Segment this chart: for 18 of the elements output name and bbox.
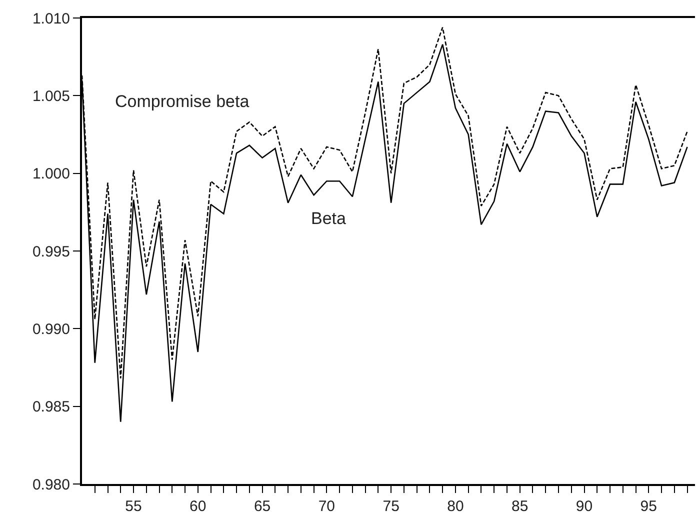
x-tick-label: 80: [447, 498, 464, 515]
x-tick-label: 75: [382, 498, 400, 515]
y-tick-label: 1.005: [32, 88, 70, 105]
series-label: Compromise beta: [115, 92, 250, 111]
x-tick-label: 55: [125, 498, 142, 515]
x-tick-label: 85: [512, 498, 528, 515]
x-tick-label: 90: [576, 498, 593, 515]
x-tick-label: 60: [190, 498, 206, 515]
y-tick-label: 0.990: [32, 320, 70, 338]
series-label: Beta: [311, 209, 347, 228]
x-tick-label: 95: [640, 498, 657, 515]
x-tick-label: 65: [254, 498, 271, 515]
y-tick-label: 0.995: [32, 243, 70, 260]
y-tick-label: 1.000: [32, 166, 70, 183]
x-tick-label: 70: [318, 498, 336, 515]
y-tick-label: 0.985: [32, 398, 70, 416]
y-tick-label: 1.010: [32, 10, 70, 28]
y-tick-label: 0.980: [32, 476, 70, 494]
